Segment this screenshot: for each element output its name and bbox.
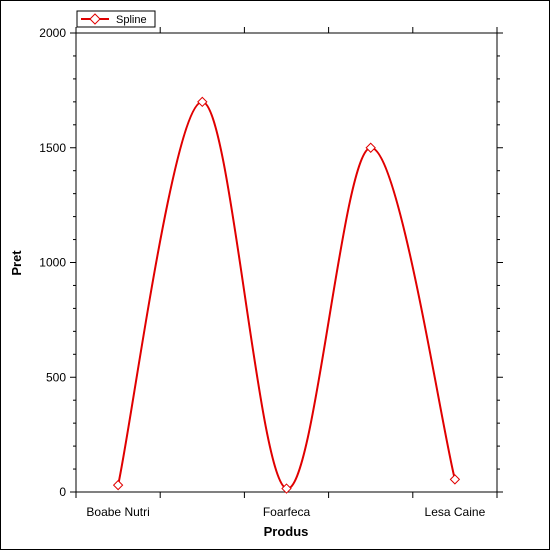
y-axis-tick-labels: 0 500 1000 1500 2000 [39,26,66,499]
y-tick-label: 0 [59,485,66,499]
x-axis-title: Produs [264,524,309,539]
x-tick-label: Foarfeca [263,505,311,519]
y-tick-label: 500 [46,370,66,384]
y-tick-label: 1000 [39,256,66,270]
y-tick-label: 1500 [39,141,66,155]
plot-area [76,33,497,492]
x-axis-tick-labels: Boabe Nutri Foarfeca Lesa Caine [86,505,485,519]
legend-entry-spline: Spline [116,14,147,26]
y-tick-label: 2000 [39,26,66,40]
legend[interactable]: Spline [77,11,155,27]
y-axis-title: Pret [9,250,24,276]
x-tick-label: Boabe Nutri [86,505,149,519]
x-tick-label: Lesa Caine [425,505,486,519]
